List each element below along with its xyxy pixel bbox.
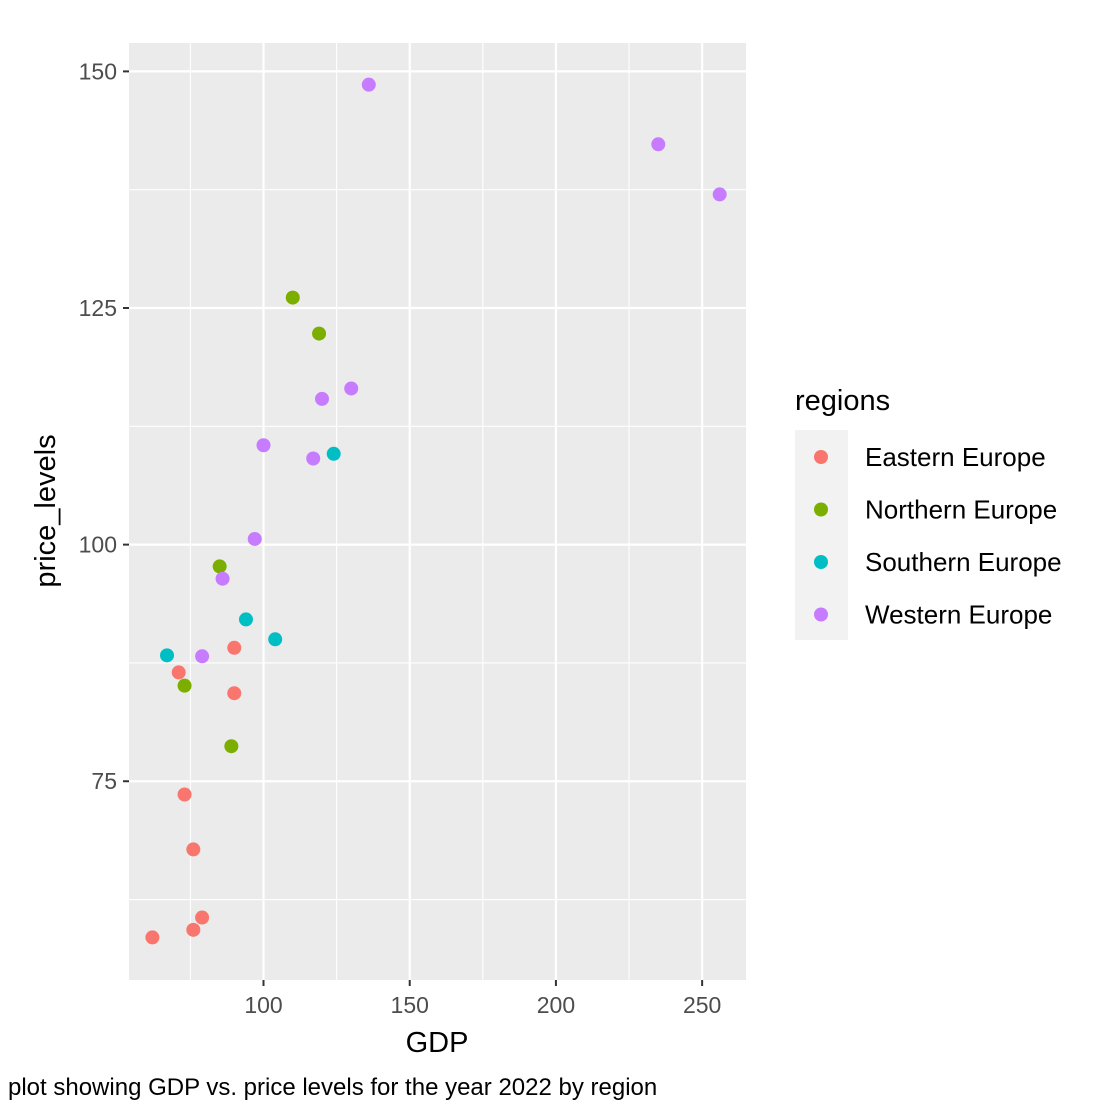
point-western-europe (712, 187, 727, 202)
point-western-europe (314, 391, 329, 406)
point-eastern-europe (195, 910, 210, 925)
point-western-europe (256, 438, 271, 453)
point-northern-europe (212, 559, 227, 574)
x-axis-title: GDP (406, 1027, 469, 1059)
legend-key (814, 450, 828, 464)
major-gridlines (129, 43, 746, 980)
data-points (145, 77, 727, 945)
legend-label: Northern Europe (865, 495, 1057, 525)
legend-key (814, 502, 828, 517)
x-tick-label: 150 (391, 992, 429, 1018)
point-northern-europe (285, 290, 300, 305)
point-northern-europe (224, 739, 239, 754)
legend-key (814, 555, 828, 569)
legend-label: Western Europe (865, 600, 1052, 630)
point-eastern-europe (227, 686, 242, 701)
legend-key (814, 607, 828, 622)
point-western-europe (361, 77, 376, 92)
legend: regions Eastern Europe Northern Europe Sou… (795, 385, 1062, 640)
legend-key-background (795, 430, 848, 640)
point-eastern-europe (177, 787, 192, 802)
point-eastern-europe (145, 930, 160, 945)
x-tick-label: 100 (244, 992, 282, 1018)
point-eastern-europe (227, 640, 242, 655)
x-tick-label: 200 (537, 992, 575, 1018)
plot-panel (129, 43, 746, 980)
point-western-europe (247, 531, 262, 546)
y-tick-label: 75 (91, 768, 117, 794)
x-tick-label: 250 (683, 992, 721, 1018)
point-northern-europe (312, 326, 327, 341)
y-tick-label: 125 (79, 295, 117, 321)
point-western-europe (651, 137, 666, 152)
point-southern-europe (326, 446, 341, 461)
legend-title: regions (795, 385, 890, 417)
y-axis: 75 100 125 150 (79, 58, 129, 794)
point-western-europe (195, 649, 210, 664)
point-eastern-europe (186, 922, 201, 937)
point-western-europe (215, 571, 230, 586)
minor-gridlines (129, 43, 746, 980)
chart-caption: plot showing GDP vs. price levels for th… (8, 1074, 657, 1101)
point-eastern-europe (171, 665, 186, 680)
y-tick-label: 150 (79, 58, 117, 84)
x-axis: 100 150 200 250 (244, 980, 721, 1018)
point-southern-europe (238, 612, 253, 627)
legend-label: Eastern Europe (865, 442, 1046, 472)
y-axis-title: price_levels (30, 434, 62, 587)
point-eastern-europe (186, 842, 201, 857)
point-western-europe (344, 381, 359, 396)
point-northern-europe (177, 678, 192, 693)
legend-items: Eastern Europe Northern Europe Southern Eu… (814, 442, 1062, 630)
point-southern-europe (268, 632, 283, 647)
point-western-europe (306, 451, 321, 466)
point-southern-europe (160, 648, 175, 663)
legend-label: Southern Europe (865, 547, 1062, 577)
y-tick-label: 100 (79, 532, 117, 558)
